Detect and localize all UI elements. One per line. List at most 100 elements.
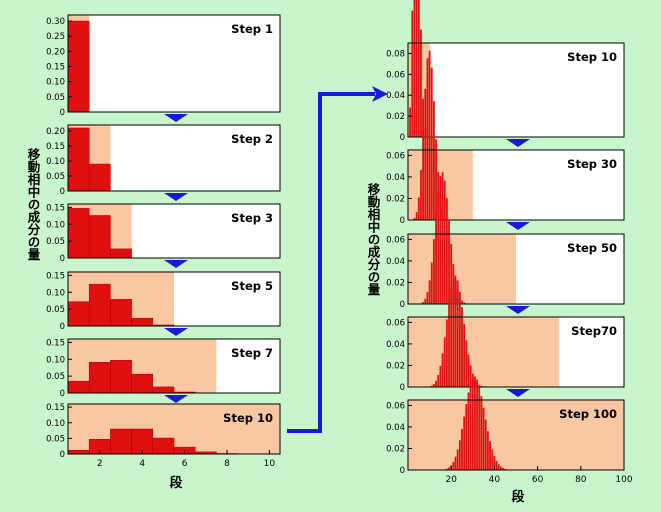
bar	[415, 0, 418, 137]
y-tick-label: 0	[60, 322, 65, 332]
y-tick-label: 0.05	[46, 305, 65, 315]
bar	[420, 169, 422, 220]
bar	[489, 441, 491, 470]
mobile-phase-region	[408, 317, 560, 387]
connector-arrow-line	[287, 92, 375, 433]
down-arrow-icon	[164, 328, 188, 336]
stationary-phase-region	[68, 15, 280, 112]
y-tick-label: 0.15	[46, 403, 65, 413]
y-tick-label: 0.04	[386, 173, 405, 183]
mobile-phase-region	[408, 400, 624, 470]
bar	[413, 0, 416, 138]
y-tick-label: 0	[400, 466, 405, 476]
x-tick-label: 10	[264, 459, 276, 469]
bar	[439, 365, 442, 387]
y-tick-label: 0.04	[386, 91, 405, 101]
left-ylabel: 移動相中の成分の量	[26, 147, 41, 261]
chart-panel: 0 0.05 0.10 0.15 0.20 0.25 0.30 Step 1	[46, 14, 281, 118]
bar	[152, 386, 175, 394]
bar	[420, 29, 422, 137]
bar	[413, 218, 416, 220]
plot-frame	[407, 149, 625, 221]
x-tick-label: 4	[139, 459, 145, 469]
bar	[430, 67, 433, 220]
y-tick-label: 0.05	[46, 434, 65, 444]
y-tick-label: 0.06	[386, 151, 405, 161]
plot-frame	[67, 338, 281, 394]
bar	[67, 380, 90, 394]
down-arrow-icon	[506, 389, 530, 397]
bar	[502, 468, 504, 470]
y-tick-label: 0.04	[386, 423, 405, 433]
x-tick-label: 2	[97, 459, 103, 469]
down-arrow-icon	[506, 139, 530, 147]
connector-arrow-head	[372, 86, 388, 102]
bar	[439, 175, 442, 304]
chart-panel: 0 0.05 0.10 0.15 2 4 6 8 10 Step 10	[46, 403, 281, 469]
step-arrows	[164, 114, 530, 403]
y-tick-label: 0	[400, 133, 405, 143]
chart-panels: 00.050.100.150.200.250.30 Step 100.050.10…	[46, 0, 633, 485]
bar	[467, 354, 470, 387]
plot-frame	[67, 14, 281, 113]
bar	[433, 384, 435, 387]
bar	[495, 460, 498, 470]
plot-frame	[67, 403, 281, 455]
chart-panel: 0 0.02 0.04 0.06 0.08 Step 10	[386, 0, 625, 143]
bar	[493, 456, 496, 470]
y-tick-label: 0.10	[46, 220, 65, 230]
y-tick-label: 0.30	[46, 17, 65, 27]
y-tick-label: 0.05	[46, 93, 65, 103]
y-tick-label: 0.25	[46, 32, 65, 42]
bar	[411, 10, 414, 138]
x-tick-label: 80	[575, 475, 587, 485]
bar	[456, 449, 459, 470]
bar	[409, 107, 412, 137]
panel-title: Step 10	[567, 50, 617, 64]
y-tick-label: 0	[60, 254, 65, 264]
panel-title: Step70	[571, 324, 617, 338]
bar	[88, 362, 111, 394]
y-tick-label: 0.15	[46, 142, 65, 152]
bar	[426, 292, 429, 304]
panel-title: Step 30	[567, 157, 617, 171]
y-tick-label: 0.15	[46, 338, 65, 348]
bar	[430, 385, 433, 387]
y-tick-label: 0.06	[386, 401, 405, 411]
panel-title: Step 3	[231, 211, 273, 225]
y-tick-label: 0.15	[46, 271, 65, 281]
bar	[463, 416, 466, 470]
y-tick-label: 0.10	[46, 157, 65, 167]
x-tick-label: 20	[445, 475, 457, 485]
bar	[469, 383, 472, 470]
bar	[67, 301, 90, 327]
bar	[110, 299, 132, 327]
y-tick-label: 0.15	[46, 63, 65, 73]
chart-panel: 0 0.05 0.10 0.15 Step 5	[46, 271, 281, 332]
y-tick-label: 0.04	[386, 340, 405, 350]
bar	[450, 243, 453, 304]
down-arrow-icon	[506, 306, 530, 314]
bar	[417, 197, 420, 220]
bar	[437, 190, 440, 304]
bar	[487, 431, 489, 470]
bar	[480, 385, 483, 387]
x-tick-label: 100	[615, 475, 632, 485]
bar	[433, 239, 435, 304]
bar	[428, 280, 431, 304]
bar	[422, 98, 425, 137]
y-tick-label: 0.02	[386, 112, 405, 122]
bar	[131, 373, 154, 394]
bar	[424, 298, 427, 304]
bar	[110, 360, 132, 394]
bar	[474, 376, 476, 470]
y-tick-label: 0.05	[46, 372, 65, 382]
bar	[454, 275, 457, 387]
y-tick-label: 0.10	[46, 355, 65, 365]
bar	[484, 419, 487, 470]
bar	[448, 467, 450, 470]
bar	[478, 384, 481, 387]
bar	[458, 291, 461, 387]
bar	[452, 461, 455, 470]
